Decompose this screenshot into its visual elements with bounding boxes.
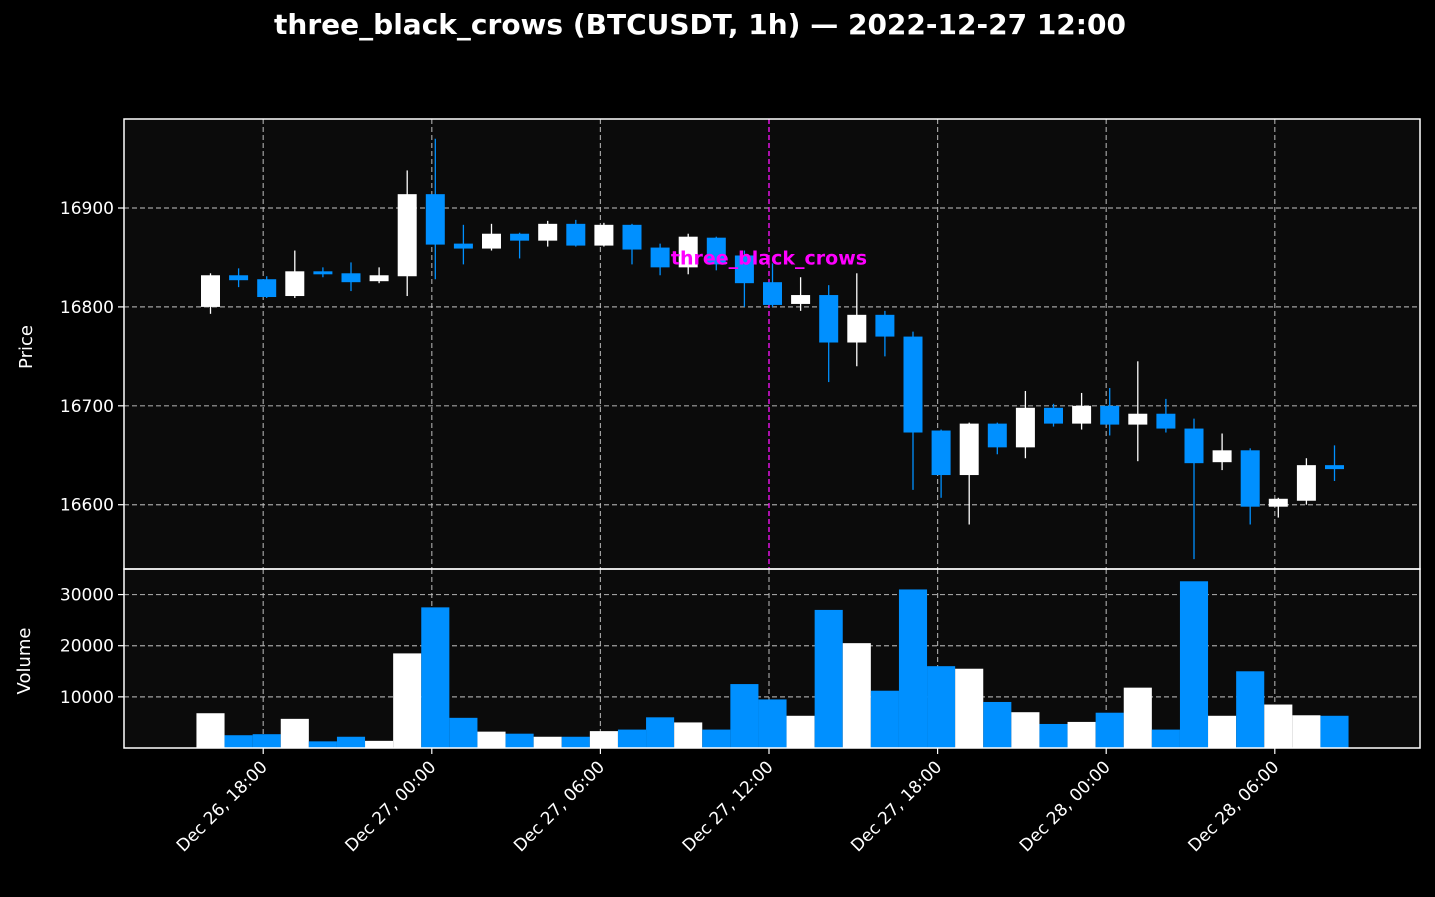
candle-body bbox=[342, 273, 361, 282]
volume-bar bbox=[730, 684, 758, 748]
volume-bar bbox=[983, 702, 1011, 748]
volume-bar bbox=[646, 717, 674, 748]
candle-body bbox=[1128, 414, 1147, 425]
candle-body bbox=[623, 225, 642, 250]
volume-bar bbox=[787, 716, 815, 748]
volume-bar bbox=[1180, 581, 1208, 748]
volume-bar bbox=[562, 737, 590, 748]
volume-bar bbox=[1264, 705, 1292, 748]
volume-tick-label: 30000 bbox=[60, 586, 114, 606]
time-tick-label: Dec 27, 06:00 bbox=[510, 757, 609, 856]
price-tick-label: 16800 bbox=[60, 298, 114, 318]
time-tick-label: Dec 28, 06:00 bbox=[1185, 757, 1284, 856]
volume-bar bbox=[309, 741, 337, 748]
candle-body bbox=[763, 282, 782, 305]
candle-body bbox=[201, 275, 220, 307]
price-tick-label: 16900 bbox=[60, 199, 114, 219]
time-tick-label: Dec 28, 00:00 bbox=[1016, 757, 1115, 856]
volume-bar bbox=[843, 643, 871, 748]
candle-body bbox=[651, 248, 670, 268]
candle-body bbox=[426, 194, 445, 244]
candle-body bbox=[229, 275, 248, 280]
price-tick-label: 16600 bbox=[60, 496, 114, 516]
volume-bar bbox=[1124, 688, 1152, 748]
volume-bar bbox=[1096, 713, 1124, 748]
volume-bar bbox=[955, 669, 983, 748]
pattern-annotation: three_black_crows bbox=[671, 247, 867, 269]
volume-bar bbox=[253, 734, 281, 748]
volume-tick-label: 10000 bbox=[60, 688, 114, 708]
volume-bar bbox=[871, 691, 899, 748]
volume-bar bbox=[534, 737, 562, 748]
volume-bar bbox=[421, 607, 449, 748]
candle-body bbox=[1016, 408, 1035, 448]
volume-bar bbox=[281, 719, 309, 748]
volume-bar bbox=[702, 730, 730, 748]
volume-bar bbox=[1039, 724, 1067, 748]
candle-body bbox=[1213, 450, 1232, 462]
candle-body bbox=[1156, 414, 1175, 429]
candle-body bbox=[454, 244, 473, 249]
candle-body bbox=[988, 424, 1007, 448]
candle-body bbox=[285, 271, 304, 296]
volume-bar bbox=[815, 610, 843, 748]
time-tick-label: Dec 27, 00:00 bbox=[342, 757, 441, 856]
candle-body bbox=[313, 271, 332, 274]
volume-axis-label: Volume bbox=[14, 628, 35, 695]
candle-body bbox=[1072, 406, 1091, 424]
candle-body bbox=[1297, 465, 1316, 501]
candle-body bbox=[791, 295, 810, 304]
candle-body bbox=[594, 225, 613, 246]
volume-bar bbox=[674, 722, 702, 748]
volume-bar bbox=[758, 699, 786, 748]
candle-body bbox=[1100, 406, 1119, 425]
volume-bar bbox=[1292, 715, 1320, 748]
candle-body bbox=[819, 295, 838, 342]
candle-body bbox=[1325, 465, 1344, 469]
volume-bar bbox=[618, 730, 646, 748]
volume-bar bbox=[1208, 716, 1236, 748]
candle-body bbox=[847, 315, 866, 343]
volume-bar bbox=[365, 741, 393, 748]
candle-body bbox=[875, 315, 894, 337]
volume-tick-label: 20000 bbox=[60, 637, 114, 657]
volume-bar bbox=[1236, 671, 1264, 748]
candle-body bbox=[566, 224, 585, 246]
volume-bar bbox=[1320, 716, 1348, 748]
volume-bar bbox=[393, 653, 421, 748]
candle-body bbox=[370, 275, 389, 281]
volume-bar bbox=[1068, 722, 1096, 748]
candle-body bbox=[510, 234, 529, 241]
time-tick-label: Dec 27, 18:00 bbox=[847, 757, 946, 856]
candle-body bbox=[932, 431, 951, 476]
volume-bar bbox=[196, 713, 224, 748]
price-tick-label: 16700 bbox=[60, 397, 114, 417]
time-tick-label: Dec 26, 18:00 bbox=[173, 757, 272, 856]
candle-body bbox=[538, 224, 557, 241]
candle-body bbox=[960, 424, 979, 475]
price-panel bbox=[124, 119, 1420, 569]
volume-bar bbox=[899, 589, 927, 748]
volume-bar bbox=[590, 731, 618, 748]
candle-body bbox=[257, 279, 276, 297]
volume-bar bbox=[1152, 730, 1180, 748]
volume-bar bbox=[506, 734, 534, 748]
volume-bar bbox=[477, 732, 505, 748]
candle-body bbox=[398, 194, 417, 276]
candle-body bbox=[1241, 450, 1260, 506]
candle-body bbox=[904, 337, 923, 433]
candle-body bbox=[1185, 429, 1204, 464]
candle-body bbox=[1269, 499, 1288, 507]
candle-body bbox=[1044, 408, 1063, 424]
price-axis-label: Price bbox=[16, 325, 37, 369]
volume-bar bbox=[449, 718, 477, 748]
volume-bar bbox=[337, 737, 365, 748]
volume-bar bbox=[927, 666, 955, 748]
volume-bar bbox=[1011, 712, 1039, 748]
time-tick-label: Dec 27, 12:00 bbox=[679, 757, 778, 856]
volume-bar bbox=[225, 735, 253, 748]
candle-body bbox=[482, 234, 501, 249]
